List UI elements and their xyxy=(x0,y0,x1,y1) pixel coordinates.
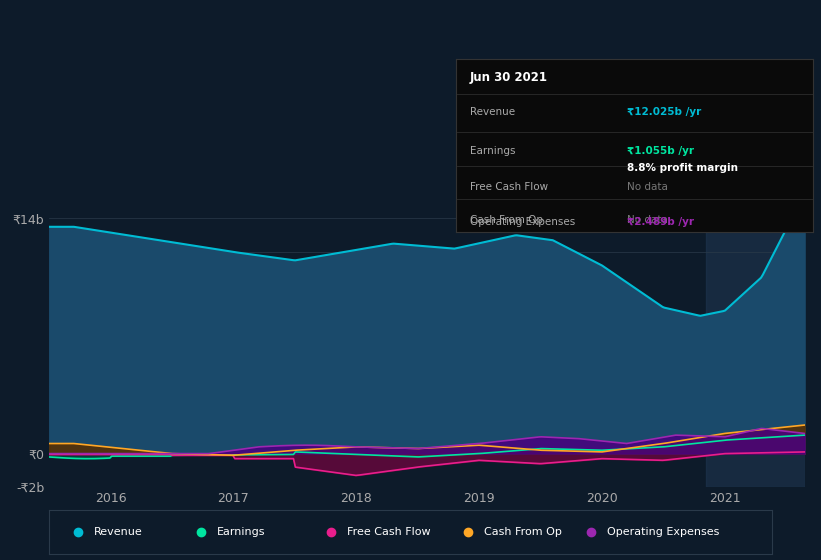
Text: Free Cash Flow: Free Cash Flow xyxy=(347,527,430,537)
Bar xyxy=(706,185,805,487)
Text: Free Cash Flow: Free Cash Flow xyxy=(470,182,548,192)
Text: No data: No data xyxy=(627,182,668,192)
Text: Jun 30 2021: Jun 30 2021 xyxy=(470,71,548,84)
Text: Revenue: Revenue xyxy=(470,108,515,118)
Text: ₹12.025b /yr: ₹12.025b /yr xyxy=(627,108,701,118)
Text: ₹1.055b /yr: ₹1.055b /yr xyxy=(627,146,694,156)
Text: No data: No data xyxy=(627,215,668,225)
Text: ₹2.489b /yr: ₹2.489b /yr xyxy=(627,217,694,227)
Text: Cash From Op: Cash From Op xyxy=(484,527,562,537)
Text: Operating Expenses: Operating Expenses xyxy=(470,217,576,227)
Text: Earnings: Earnings xyxy=(470,146,516,156)
Text: Revenue: Revenue xyxy=(94,527,143,537)
Text: Cash From Op: Cash From Op xyxy=(470,215,543,225)
Text: 8.8% profit margin: 8.8% profit margin xyxy=(627,163,738,173)
Text: Operating Expenses: Operating Expenses xyxy=(607,527,719,537)
Text: Earnings: Earnings xyxy=(217,527,265,537)
